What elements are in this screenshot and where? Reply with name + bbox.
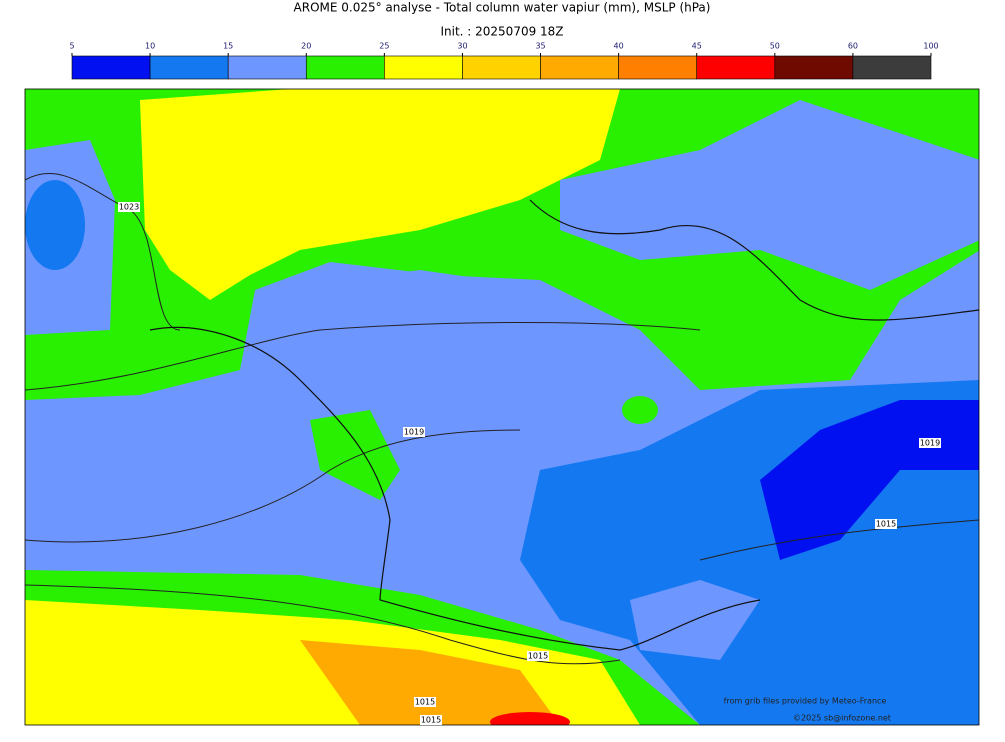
isobar-label: 1015 (415, 698, 435, 707)
title: AROME 0.025° analyse - Total column wate… (294, 1, 711, 15)
colorbar-bin (462, 55, 541, 80)
isobar-label-bg (527, 651, 549, 661)
subtitle: Init. : 20250709 18Z (440, 25, 563, 39)
colorbar-tick-label: 50 (770, 42, 780, 51)
colorbar-tick-label: 45 (692, 42, 702, 51)
colorbar-tick-label: 100 (923, 42, 938, 51)
isobar-label-bg (403, 427, 425, 437)
isobar-label: 1019 (920, 439, 940, 448)
isobar-label-bg (919, 438, 941, 448)
colorbar-tick-label: 30 (457, 42, 467, 51)
colorbar-tick-label: 15 (223, 42, 233, 51)
colorbar-bin (696, 55, 776, 80)
isobar-labels: 1023 1019 1019 1015 1015 1015 1015 (118, 202, 941, 725)
isobar-label-bg (420, 715, 442, 725)
colorbar-tick-label: 25 (379, 42, 389, 51)
colorbar-bin (852, 55, 932, 80)
colorbar-bin (618, 55, 698, 80)
map (25, 89, 979, 725)
colorbar-tick-label: 40 (614, 42, 624, 51)
colorbar-bin (71, 55, 151, 80)
isobar-label-bg (875, 519, 897, 529)
credit: ©2025 sb@infozone.net (793, 714, 891, 723)
colorbar-tick-label: 60 (848, 42, 858, 51)
colorbar-bin (305, 55, 385, 80)
isobar-label: 1023 (119, 203, 139, 212)
colorbar-tick-label: 5 (69, 42, 74, 51)
isobar-label: 1019 (404, 428, 424, 437)
isobar-label: 1015 (528, 652, 548, 661)
colorbar-bin (774, 55, 854, 80)
colorbar-bin (149, 55, 229, 80)
isobar-label: 1015 (876, 520, 896, 529)
colorbar-tick-label: 35 (535, 42, 545, 51)
colorbar-bin (227, 55, 307, 80)
isobar-label: 1015 (421, 716, 441, 725)
isobar-label-bg (414, 697, 436, 707)
colorbar-tick-label: 20 (301, 42, 311, 51)
colorbar-bin (540, 55, 619, 80)
colorbar-tick-label: 10 (145, 42, 155, 51)
isobar-label-bg (118, 202, 140, 212)
colorbar: 5 10 15 20 25 30 35 40 45 50 60 100 (69, 42, 939, 80)
colorbar-bin (384, 55, 463, 80)
credit: from grib files provided by Meteo-France (724, 697, 887, 706)
